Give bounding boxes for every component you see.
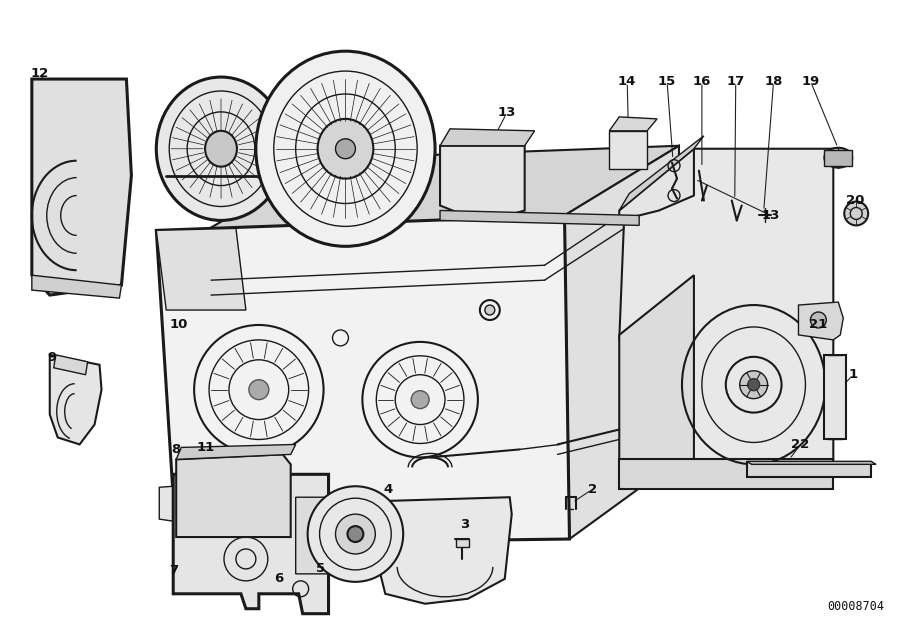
Polygon shape xyxy=(798,302,843,340)
Ellipse shape xyxy=(256,51,435,246)
Text: 16: 16 xyxy=(693,74,711,88)
Polygon shape xyxy=(157,229,246,310)
Text: 22: 22 xyxy=(791,438,810,451)
Bar xyxy=(824,355,846,439)
Polygon shape xyxy=(176,444,296,459)
Text: 7: 7 xyxy=(168,565,178,577)
Text: 15: 15 xyxy=(658,74,676,88)
Bar xyxy=(747,462,871,478)
Polygon shape xyxy=(747,462,876,464)
Polygon shape xyxy=(609,117,657,131)
Circle shape xyxy=(308,486,403,582)
Text: 13: 13 xyxy=(761,209,779,222)
Polygon shape xyxy=(619,149,694,220)
Circle shape xyxy=(485,305,495,315)
Ellipse shape xyxy=(205,131,237,166)
Text: 5: 5 xyxy=(316,563,325,575)
Circle shape xyxy=(740,371,768,399)
Text: 14: 14 xyxy=(618,74,636,88)
Text: 3: 3 xyxy=(460,518,470,531)
Circle shape xyxy=(249,380,269,399)
Polygon shape xyxy=(54,355,87,375)
Text: 6: 6 xyxy=(274,572,284,585)
Bar xyxy=(456,539,469,547)
Text: 12: 12 xyxy=(31,67,49,79)
Polygon shape xyxy=(173,474,328,613)
Polygon shape xyxy=(159,482,229,524)
Bar xyxy=(824,150,852,166)
Polygon shape xyxy=(619,459,833,489)
Circle shape xyxy=(748,378,760,391)
Circle shape xyxy=(336,514,375,554)
Polygon shape xyxy=(378,497,512,604)
Text: 10: 10 xyxy=(170,319,188,331)
Ellipse shape xyxy=(157,77,285,220)
Circle shape xyxy=(347,526,364,542)
Polygon shape xyxy=(157,215,570,544)
Polygon shape xyxy=(609,131,647,169)
Polygon shape xyxy=(619,136,704,210)
Polygon shape xyxy=(619,149,833,469)
Text: 00008704: 00008704 xyxy=(828,600,885,613)
Text: 17: 17 xyxy=(726,74,745,88)
Ellipse shape xyxy=(318,119,374,178)
Polygon shape xyxy=(440,210,639,225)
Circle shape xyxy=(336,139,356,159)
Polygon shape xyxy=(619,275,694,464)
Text: 18: 18 xyxy=(764,74,783,88)
Text: 11: 11 xyxy=(197,441,215,454)
Polygon shape xyxy=(206,146,679,231)
Circle shape xyxy=(844,201,868,225)
Polygon shape xyxy=(32,275,122,298)
Text: 4: 4 xyxy=(383,483,393,496)
Text: 1: 1 xyxy=(849,368,858,381)
Ellipse shape xyxy=(824,148,852,168)
Polygon shape xyxy=(32,79,131,295)
Polygon shape xyxy=(440,129,535,146)
Polygon shape xyxy=(564,146,679,539)
Text: 21: 21 xyxy=(809,319,827,331)
Polygon shape xyxy=(296,497,365,574)
Text: 9: 9 xyxy=(47,351,57,364)
Text: 2: 2 xyxy=(588,483,597,496)
Text: 20: 20 xyxy=(846,194,864,207)
Polygon shape xyxy=(176,455,291,537)
Polygon shape xyxy=(440,146,525,220)
Circle shape xyxy=(411,391,429,408)
Polygon shape xyxy=(50,355,102,444)
Text: 19: 19 xyxy=(801,74,820,88)
Circle shape xyxy=(810,312,826,328)
Text: 8: 8 xyxy=(172,443,181,456)
Text: 13: 13 xyxy=(498,107,516,119)
